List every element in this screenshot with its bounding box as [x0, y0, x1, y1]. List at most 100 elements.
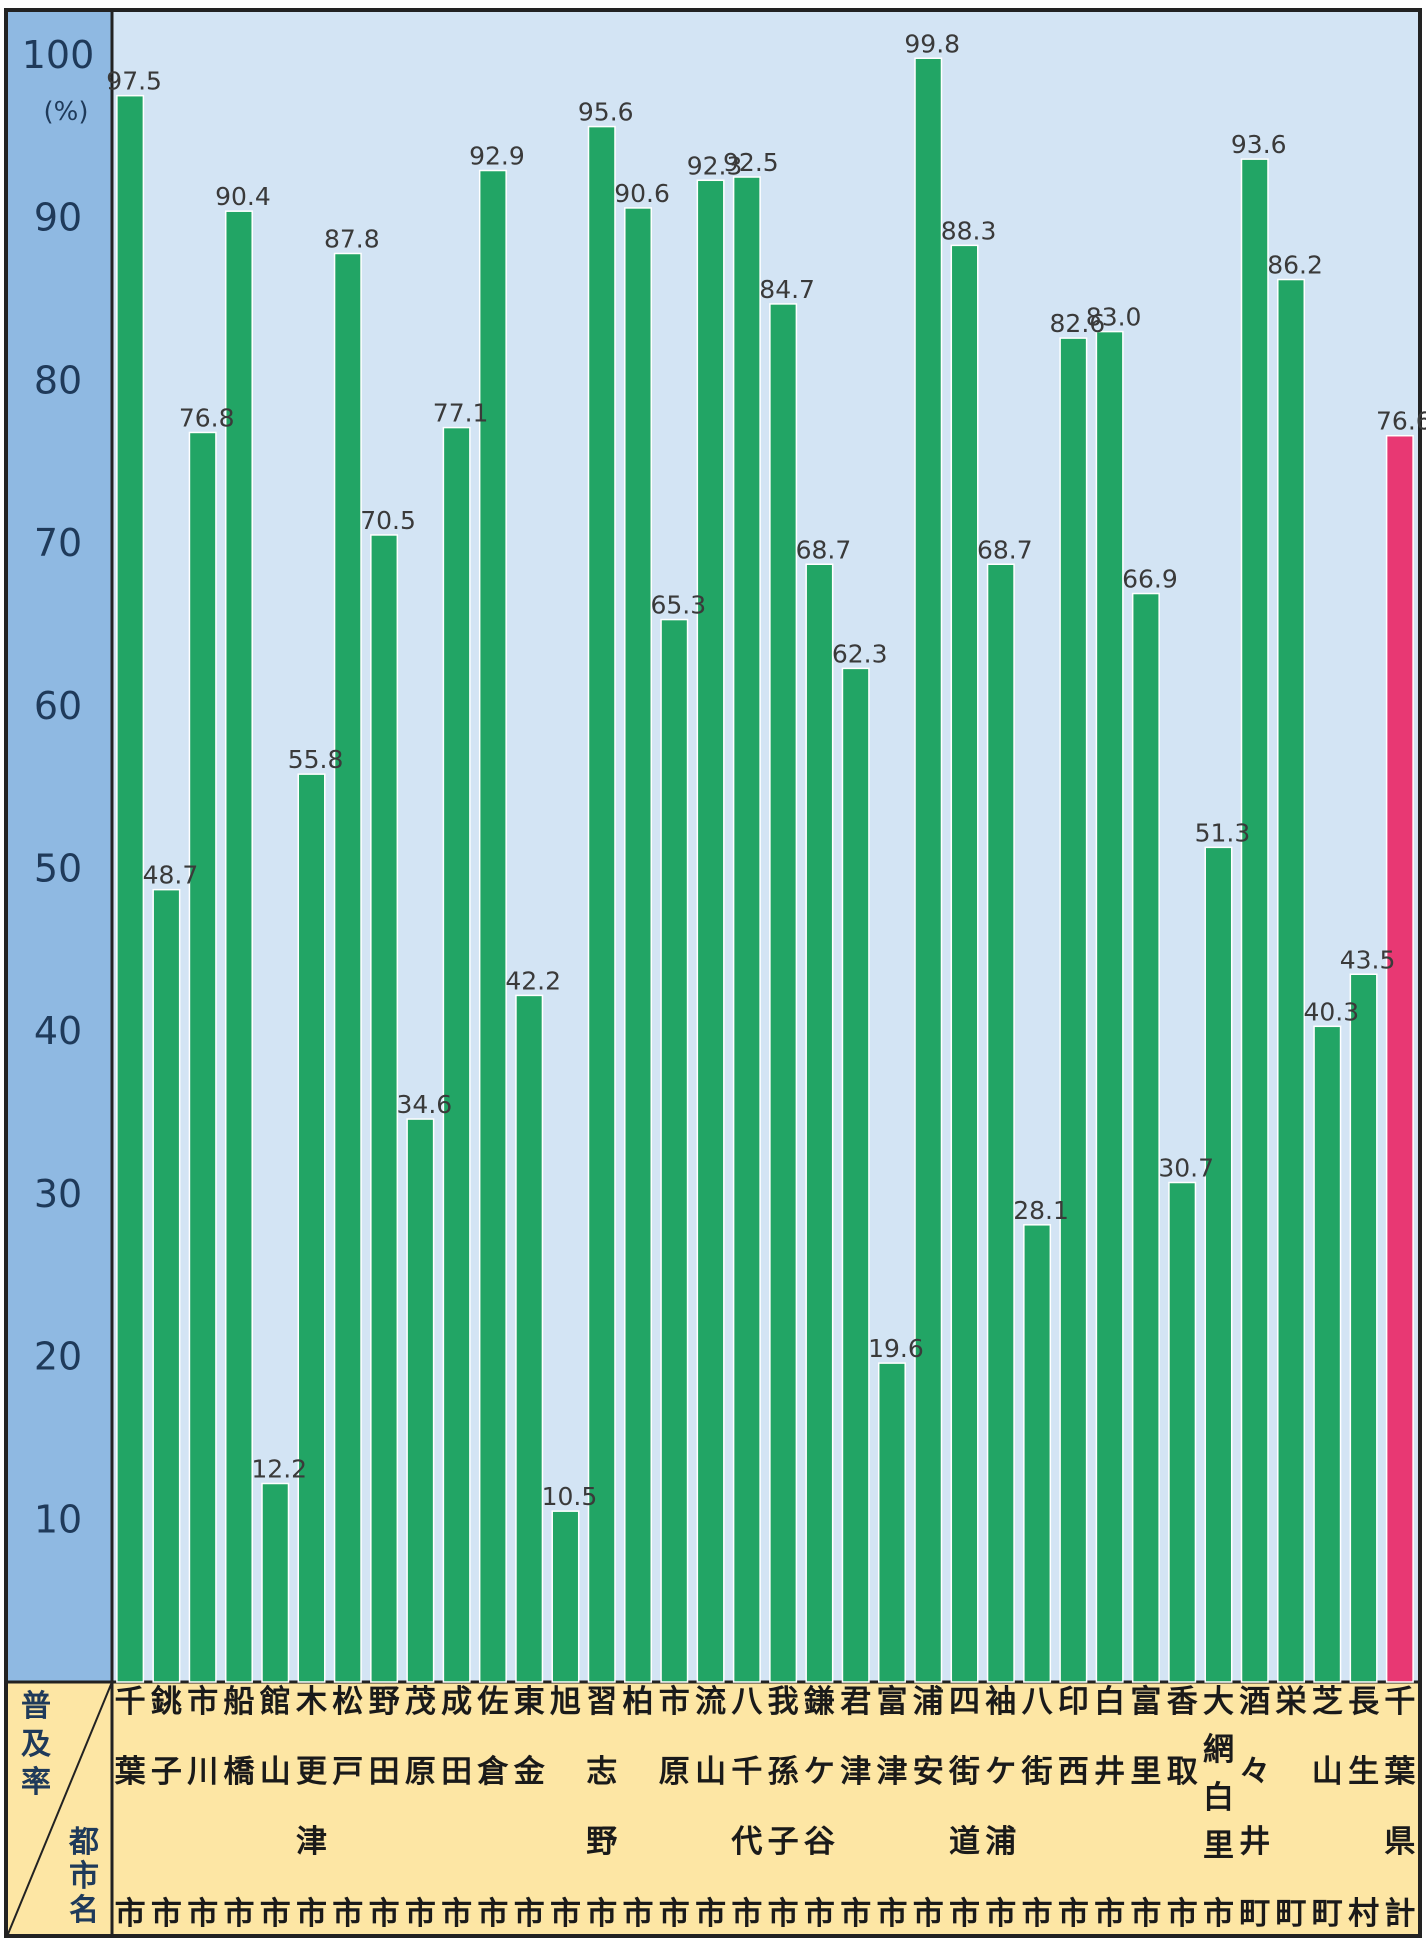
category-label: 市	[876, 1896, 907, 1932]
y-tick-label: 70	[34, 521, 82, 565]
y-tick-label: 60	[34, 684, 82, 728]
category-label: 市	[768, 1896, 799, 1932]
category-label: 網	[1203, 1732, 1234, 1768]
category-label: 酒	[1239, 1684, 1270, 1720]
category-label: 野	[369, 1684, 400, 1720]
category-label: 市	[949, 1896, 980, 1932]
category-label: 計	[1384, 1896, 1415, 1932]
bar	[660, 618, 689, 1683]
category-label: 々	[1239, 1754, 1270, 1790]
bar	[478, 169, 507, 1683]
category-band	[8, 1682, 1418, 1934]
category-label: 田	[369, 1754, 400, 1790]
bar	[1204, 846, 1233, 1683]
y-tick-label: 30	[34, 1172, 82, 1216]
category-label: 市	[332, 1896, 363, 1932]
y-axis-label: (%)	[44, 97, 89, 127]
bar	[1277, 278, 1306, 1683]
category-label: 原	[659, 1754, 690, 1790]
category-label: 山	[695, 1754, 726, 1790]
bar	[1095, 330, 1124, 1683]
bar	[1168, 1181, 1197, 1683]
category-label: 取	[1167, 1754, 1198, 1790]
bar	[116, 94, 145, 1683]
bar	[297, 773, 326, 1683]
value-label: 86.2	[1267, 251, 1323, 280]
category-label: 里	[1203, 1828, 1234, 1864]
value-label: 68.7	[796, 535, 852, 564]
corner-top-char: 率	[21, 1765, 51, 1800]
category-label: 船	[223, 1684, 254, 1720]
category-label: 習	[586, 1684, 617, 1720]
category-label: 銚	[151, 1684, 182, 1720]
bar	[841, 667, 870, 1683]
category-label: 道	[949, 1824, 980, 1860]
value-label: 51.3	[1195, 818, 1251, 847]
category-label: 井	[1239, 1824, 1270, 1860]
category-label: 西	[1058, 1754, 1089, 1790]
category-label: 代	[730, 1824, 762, 1860]
category-label: 街	[948, 1754, 980, 1790]
value-label: 90.6	[614, 179, 670, 208]
bar	[152, 888, 181, 1683]
bar	[406, 1118, 435, 1683]
bar	[261, 1482, 290, 1683]
category-label: 町	[1276, 1896, 1307, 1932]
category-label: 村	[1348, 1896, 1379, 1932]
category-label: 子	[768, 1824, 799, 1860]
category-label: 市	[187, 1684, 218, 1720]
y-axis: 10 20 30 40 50 60 70 80 90 100	[22, 33, 95, 1541]
value-label: 70.5	[360, 506, 416, 535]
value-label: 68.7	[977, 535, 1033, 564]
category-label: 白	[1203, 1780, 1234, 1816]
category-label: 四	[949, 1684, 980, 1720]
value-label: 34.6	[397, 1090, 453, 1119]
category-label: 市	[115, 1896, 146, 1932]
bars	[116, 57, 1414, 1683]
category-label: 金	[513, 1754, 546, 1790]
category-label: 葉	[1383, 1754, 1416, 1790]
category-label: 野	[586, 1824, 617, 1860]
value-label: 40.3	[1303, 997, 1359, 1026]
y-tick-label: 90	[34, 196, 82, 240]
y-tick-label: 20	[34, 1335, 82, 1379]
bar	[769, 303, 798, 1683]
category-label: 市	[1203, 1896, 1234, 1932]
category-label: 市	[223, 1896, 254, 1932]
category-label: 津	[296, 1824, 327, 1860]
category-label: 谷	[804, 1824, 835, 1860]
category-label: 里	[1130, 1754, 1161, 1790]
value-label: 93.6	[1231, 130, 1287, 159]
value-label: 90.4	[215, 182, 271, 211]
category-label: 市	[405, 1896, 436, 1932]
category-label: 千	[115, 1684, 146, 1720]
category-label: 木	[295, 1684, 327, 1720]
bar	[333, 252, 362, 1683]
y-tick-label: 80	[34, 358, 82, 402]
category-label: 市	[514, 1896, 545, 1932]
category-label: 浦	[913, 1684, 944, 1720]
category-label: 市	[659, 1896, 690, 1932]
corner-bottom-char: 名	[69, 1893, 99, 1928]
category-label: 安	[913, 1754, 944, 1790]
value-label: 66.9	[1122, 565, 1178, 594]
category-label: 市	[550, 1896, 581, 1932]
category-label: 我	[768, 1684, 799, 1720]
category-label: 市	[623, 1896, 654, 1932]
category-label: 佐	[476, 1684, 508, 1720]
value-label: 28.1	[1013, 1196, 1069, 1225]
category-label: 袖	[985, 1684, 1016, 1720]
value-label: 10.5	[542, 1482, 598, 1511]
category-label: 孫	[768, 1754, 799, 1790]
y-axis-band	[8, 12, 112, 1682]
category-label: 香	[1167, 1684, 1198, 1720]
bar	[624, 207, 653, 1683]
value-label: 84.7	[759, 275, 815, 304]
category-label: 街	[1021, 1754, 1053, 1790]
category-label: 八	[731, 1684, 763, 1720]
category-label: 市	[731, 1896, 762, 1932]
category-label: 葉	[114, 1754, 147, 1790]
value-label: 92.9	[469, 142, 525, 171]
